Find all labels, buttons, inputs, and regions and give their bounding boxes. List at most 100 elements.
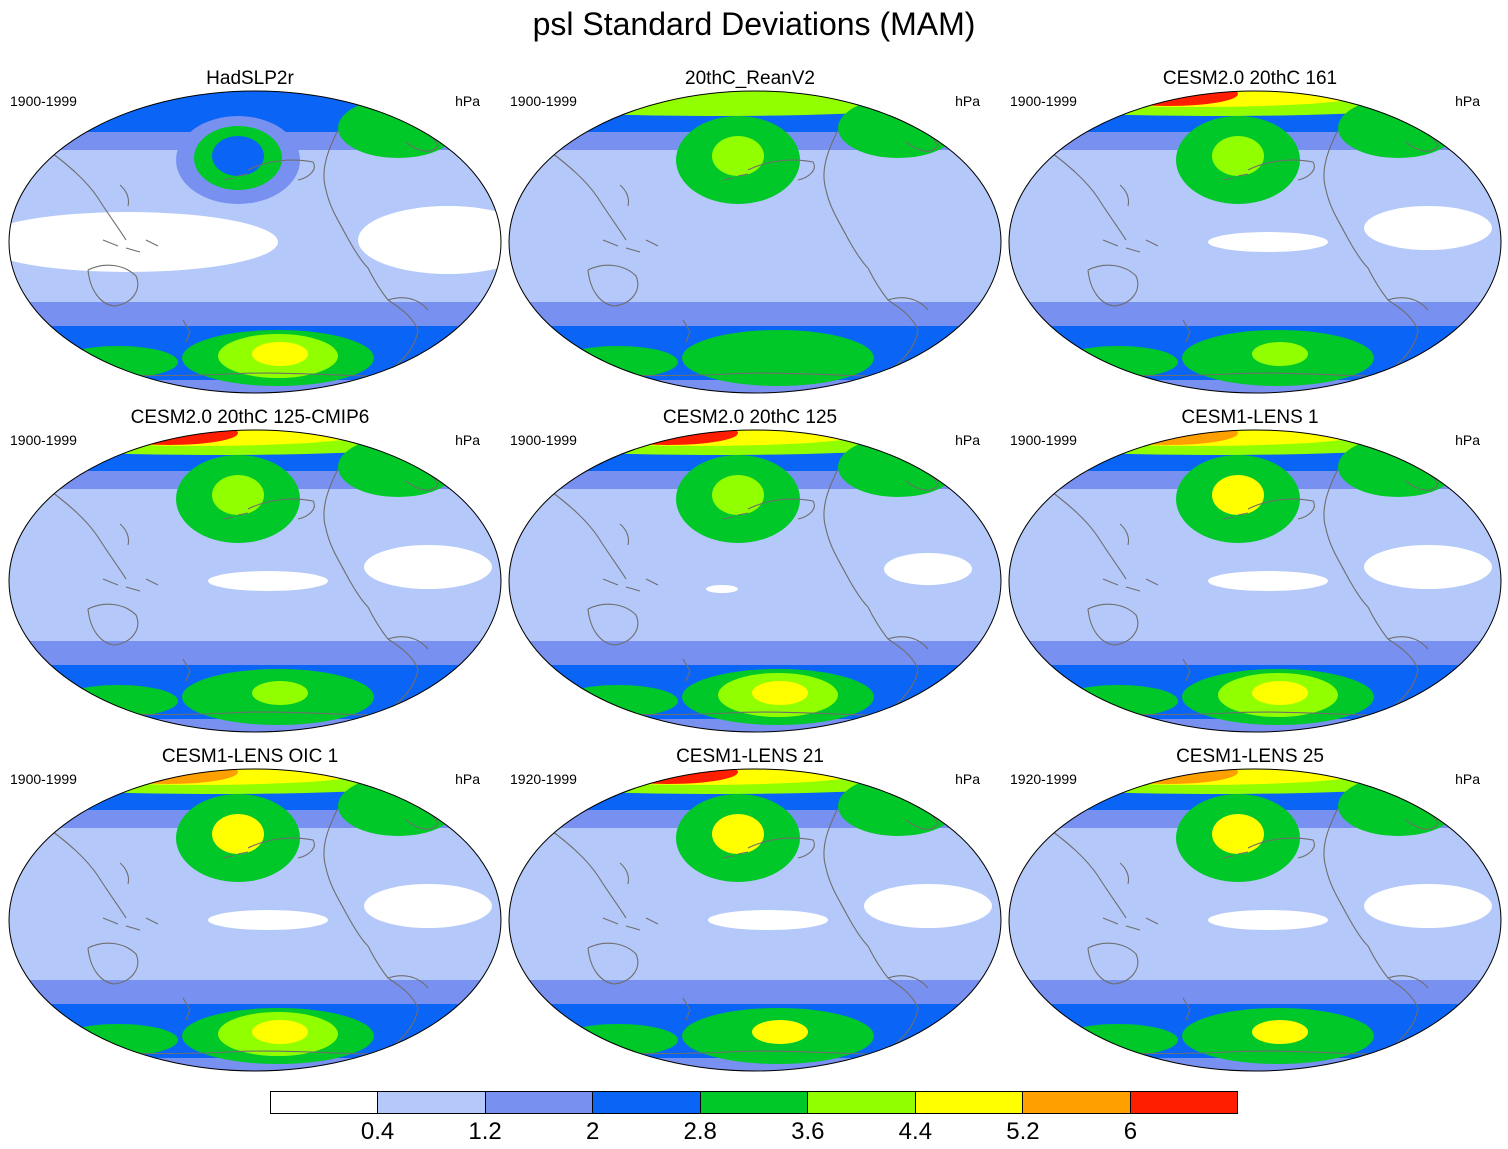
coastline	[587, 264, 639, 307]
contour-tropics-white-west	[9, 212, 278, 272]
contour-atlantic-high	[1338, 437, 1458, 497]
coastline	[547, 488, 627, 580]
panel-title: CESM2.0 20thC 125	[662, 407, 838, 428]
map-panel: CESM1-LENS 21 1920-1999 hPa	[500, 746, 1002, 1072]
panel-period: 1900-1999	[10, 771, 77, 787]
coastline	[1102, 239, 1159, 253]
contour-npac-center	[1212, 136, 1264, 176]
coastline	[823, 468, 869, 608]
coastline	[222, 851, 249, 859]
coastline	[1247, 159, 1315, 181]
coastline	[47, 827, 127, 919]
contour-atlantic-high	[338, 98, 458, 158]
contour-tropics-white-central	[708, 910, 828, 930]
map-outline	[1008, 429, 1502, 733]
contour-tropics-white-central	[1208, 571, 1328, 591]
colorbar-swatch	[914, 1092, 1023, 1113]
colorbar-tick-label: 6	[1123, 1118, 1138, 1145]
colorbar-tick-label: 2	[585, 1118, 600, 1145]
contour-sind-green	[558, 1024, 678, 1056]
coastline	[387, 636, 429, 650]
coastline	[1087, 603, 1139, 646]
coastline	[547, 827, 627, 919]
coastline	[182, 319, 191, 343]
colorbar-labels: 0.4 1.2 2 2.8 3.6 4.4 5.2 6	[270, 1117, 1238, 1147]
coastline	[1102, 578, 1159, 592]
panel-units: hPa	[1455, 771, 1480, 787]
contour-atlantic-high	[838, 437, 958, 497]
panel-title: CESM1-LENS 21	[676, 746, 824, 767]
coastline	[87, 942, 139, 985]
coastline	[547, 149, 627, 241]
robinson-map	[8, 90, 502, 394]
map-outline	[1008, 90, 1502, 394]
contour-tropics-white-east	[1364, 545, 1492, 589]
robinson-map	[508, 90, 1002, 394]
coastline	[47, 149, 127, 241]
coastline	[1323, 129, 1369, 269]
colorbar-swatch	[377, 1092, 485, 1113]
coastline	[602, 578, 659, 592]
panel-units: hPa	[955, 432, 980, 448]
contour-atlantic-high	[338, 437, 458, 497]
coastline	[182, 997, 191, 1021]
coastline	[247, 498, 315, 520]
coastline	[682, 997, 691, 1021]
contour-atlantic-high	[838, 98, 958, 158]
map-outline	[508, 90, 1002, 394]
coastline	[387, 975, 429, 989]
coastline	[1247, 498, 1315, 520]
contour-field	[9, 769, 501, 1071]
panel-title: HadSLP2r	[206, 68, 294, 89]
contour-npac-center	[212, 814, 264, 854]
panel-title: CESM2.0 20thC 125-CMIP6	[130, 407, 370, 428]
map-panel: CESM2.0 20thC 161 1900-1999 hPa	[1000, 68, 1502, 394]
map-panel: CESM1-LENS 1 1900-1999 hPa	[1000, 407, 1502, 733]
robinson-map	[1008, 90, 1502, 394]
robinson-map	[1008, 429, 1502, 733]
contour-npac-center	[712, 136, 764, 176]
coastline	[1087, 264, 1139, 307]
contour-tropics-white-spot	[706, 585, 738, 593]
contour-spac-center	[1252, 681, 1308, 705]
coastline	[247, 159, 315, 181]
panel-units: hPa	[955, 771, 980, 787]
panel-period: 1900-1999	[510, 432, 577, 448]
contour-sind-green	[58, 1024, 178, 1056]
coastline	[1323, 468, 1369, 608]
coastline	[87, 264, 139, 307]
contour-sind-green	[1058, 685, 1178, 717]
panel-period: 1900-1999	[10, 432, 77, 448]
contour-atlantic-high	[338, 776, 458, 836]
contour-tropics-white-east	[364, 884, 492, 928]
contour-spac-center	[1252, 1020, 1308, 1044]
contour-atlantic-high	[1338, 98, 1458, 158]
panel-units: hPa	[455, 93, 480, 109]
robinson-map	[508, 429, 1002, 733]
coastline	[1387, 975, 1429, 989]
contour-field	[1009, 91, 1501, 393]
colorbar-swatch	[1129, 1092, 1237, 1113]
colorbar-tick-label: 2.8	[683, 1118, 717, 1145]
coastline	[1182, 319, 1191, 343]
contour-tropics-white-east	[364, 545, 492, 589]
coastline	[747, 498, 815, 520]
robinson-map	[1008, 768, 1502, 1072]
coastline	[102, 578, 159, 592]
contour-tropics-white-east	[884, 553, 972, 585]
contour-atlantic-high	[1338, 776, 1458, 836]
contour-sind-green	[1058, 346, 1178, 378]
colorbar	[270, 1091, 1238, 1114]
contour-tropics-white-east	[864, 884, 992, 928]
map-panel: 20thC_ReanV2 1900-1999 hPa	[500, 68, 1002, 394]
contour-spac-center	[752, 342, 808, 366]
map-panel: CESM1-LENS 25 1920-1999 hPa	[1000, 746, 1502, 1072]
colorbar-tick-label: 1.2	[468, 1118, 502, 1145]
contour-tropics-white-central	[208, 910, 328, 930]
coastline	[222, 173, 249, 181]
contour-npac-center	[712, 814, 764, 854]
panel-title: CESM1-LENS 1	[1181, 407, 1319, 428]
contour-arctic-mid	[509, 91, 978, 116]
map-panel: HadSLP2r 1900-1999 hPa	[0, 68, 502, 394]
figure-title: psl Standard Deviations (MAM)	[532, 6, 976, 42]
